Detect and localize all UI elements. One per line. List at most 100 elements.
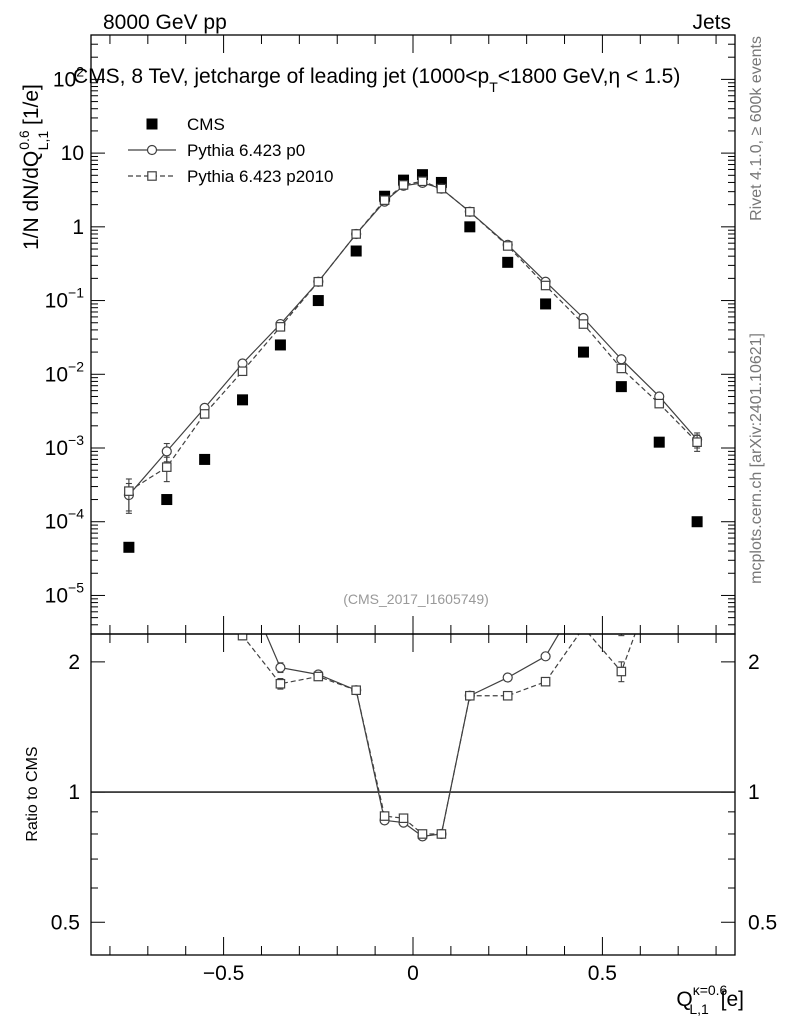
- pythia-p0-line: [128, 182, 698, 496]
- ylabel-sup: 0.6: [16, 130, 32, 150]
- y-tick-label-exp: −5: [68, 579, 84, 595]
- pythia-p2010-point: [540, 280, 551, 291]
- ratio-pythia-p2010-point: [237, 634, 248, 641]
- pythia-p2010-point: [379, 195, 390, 205]
- main-series-layer: [123, 169, 703, 553]
- cms-point: [123, 541, 135, 553]
- pythia-p2010-point: [502, 241, 513, 251]
- ratio-pythia-p0-point: [617, 623, 626, 632]
- main-x-ticks: [109, 35, 717, 634]
- y-tick-label-base: 10: [45, 437, 68, 460]
- ratio-pythia-p2010-point: [125, 458, 133, 466]
- ratio-pythia-p2010-point: [351, 685, 361, 696]
- header-right: Jets: [692, 11, 731, 34]
- xlabel-main: Q: [676, 988, 692, 1011]
- chart-title-rest: <1800 GeV,η < 1.5): [498, 65, 681, 88]
- analysis-id: (CMS_2017_I1605749): [343, 591, 489, 607]
- cms-point: [161, 494, 173, 506]
- ratio-pythia-p0-point: [162, 505, 171, 514]
- ratio-pythia-p0-point: [655, 518, 664, 527]
- ratio-pythia-p2010-point: [398, 813, 409, 824]
- y-tick-label-base: 10: [45, 511, 68, 534]
- ratio-y-axis: 0.5 0.5 1 1 2 2: [51, 651, 777, 934]
- y-tick-label: 10−3: [45, 432, 85, 460]
- ratio-pythia-p0-line: [265, 634, 560, 837]
- ratio-pythia-p2010-point: [655, 564, 663, 572]
- y-tick-label: 1: [72, 216, 84, 239]
- pythia-p2010-point: [124, 486, 134, 496]
- rivet-label: Rivet 4.1.0, ≥ 600k events: [748, 36, 765, 221]
- main-y-axis-label: 1/N dN/dQ0.6 L,1 [1/e]: [16, 84, 51, 250]
- y-tick-label: 10−2: [45, 358, 85, 386]
- ratio-pythia-p2010-point: [616, 666, 627, 677]
- ratio-panel: 0.5 0.5 1 1 2 2 −0.5 0 0.5 Ratio to CMS Qκ=0.6 L…: [24, 458, 777, 1017]
- legend-marker: [147, 171, 157, 181]
- cms-point: [350, 245, 362, 257]
- ratio-pythia-p0-point: [275, 662, 286, 673]
- chart-title-main: CMS, 8 TeV, jetcharge of leading jet (10…: [73, 65, 489, 88]
- y-tick-label: 10−1: [45, 285, 85, 313]
- header-left: 8000 GeV pp: [103, 11, 227, 34]
- cms-point: [577, 346, 589, 358]
- ratio-y-tick-label-left: 0.5: [51, 911, 80, 934]
- ratio-y-tick-label-right: 0.5: [748, 911, 777, 934]
- ylabel-sub: L,1: [35, 131, 51, 151]
- ratio-pythia-p2010-point: [579, 623, 587, 631]
- y-tick-label-base: 1: [72, 216, 84, 239]
- cms-point: [615, 381, 627, 393]
- pythia-p2010-point: [398, 180, 409, 190]
- cms-point: [312, 295, 324, 307]
- legend-marker: [146, 118, 158, 130]
- legend-label: Pythia 6.423 p2010: [187, 167, 334, 186]
- y-tick-label-exp: −2: [68, 358, 84, 374]
- pythia-p2010-point: [237, 366, 248, 377]
- ratio-pythia-p0-point: [200, 485, 209, 494]
- pythia-p2010-point: [465, 206, 475, 217]
- ratio-pythia-p2010-point: [200, 523, 208, 531]
- legend-label: CMS: [187, 115, 225, 134]
- y-tick-label-exp: 2: [76, 63, 84, 79]
- y-tick-label-exp: −4: [68, 506, 84, 522]
- x-tick-label: 0: [407, 962, 419, 985]
- y-tick-label-base: 10: [53, 68, 76, 91]
- xlabel-unit: [e]: [715, 988, 744, 1011]
- ratio-pythia-p2010-point: [163, 598, 171, 606]
- y-tick-label-exp: −1: [68, 285, 84, 301]
- pythia-p0-point: [616, 354, 627, 365]
- ratio-frame: [90, 633, 736, 956]
- cms-point: [237, 394, 249, 406]
- x-tick-label: 0.5: [588, 962, 617, 985]
- y-tick-label: 10−5: [45, 579, 85, 607]
- ratio-y-tick-label-right: 2: [748, 651, 760, 674]
- cms-point: [691, 516, 703, 528]
- chart-title-sub: T: [489, 79, 498, 95]
- ratio-pythia-p2010-point: [379, 811, 390, 821]
- chart-title: CMS, 8 TeV, jetcharge of leading jet (10…: [73, 65, 680, 95]
- y-tick-label-base: 10: [45, 290, 68, 313]
- y-tick-label-base: 10: [45, 363, 68, 386]
- x-tick-label: −0.5: [203, 962, 244, 985]
- ratio-x-axis: −0.5 0 0.5: [109, 634, 717, 985]
- ratio-series-layer: [125, 458, 664, 842]
- x-axis-label: Qκ=0.6 L,1 [e]: [676, 982, 744, 1017]
- cms-point: [398, 174, 410, 186]
- ratio-y-axis-label: Ratio to CMS: [24, 746, 41, 841]
- pythia-p2010-point: [351, 229, 361, 239]
- cms-point: [464, 221, 476, 233]
- pythia-p2010-line: [128, 180, 698, 492]
- pythia-p2010-point: [161, 462, 172, 472]
- ratio-pythia-p0-point: [502, 672, 513, 683]
- ratio-pythia-p2010-point: [540, 676, 551, 687]
- ratio-pythia-p0-point: [540, 651, 551, 662]
- cms-point: [416, 169, 428, 181]
- ylabel-unit: [1/e]: [20, 84, 43, 131]
- ylabel-main: 1/N dN/dQ: [20, 151, 43, 250]
- cms-point: [502, 256, 514, 268]
- y-tick-label: 10: [61, 142, 84, 165]
- pythia-p2010-point: [275, 322, 286, 332]
- pythia-p0-point: [161, 446, 172, 457]
- ratio-pythia-p2010-point: [417, 829, 428, 839]
